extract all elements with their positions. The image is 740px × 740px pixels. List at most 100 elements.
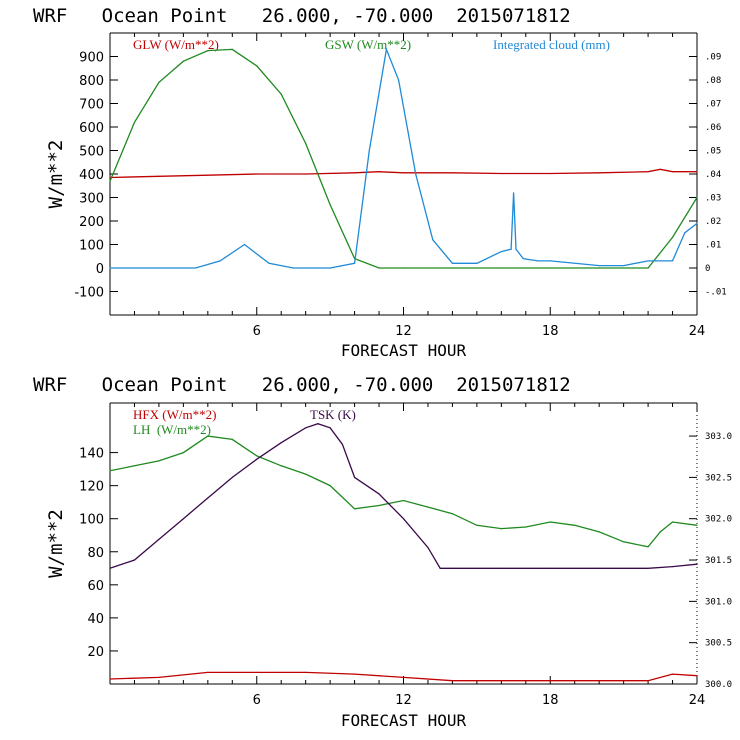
data-point-gsw xyxy=(329,204,331,206)
data-point-integrated xyxy=(195,267,197,269)
y2-tick-label: 301.5 xyxy=(705,556,732,566)
data-point-lh xyxy=(598,531,600,533)
x-axis-label-2: FORECAST HOUR xyxy=(341,711,467,730)
data-point-hfx xyxy=(671,673,674,675)
data-point-gsw xyxy=(182,60,184,62)
series-line-integrated xyxy=(110,47,698,269)
data-point-glw xyxy=(305,173,307,175)
y2-tick-label: 303.0 xyxy=(705,432,732,442)
data-point-tsk xyxy=(158,538,160,541)
y2-tick-label: .03 xyxy=(705,194,721,204)
series-line-lh xyxy=(109,435,698,548)
data-point-lh xyxy=(427,506,429,508)
data-point-hfx xyxy=(451,680,453,682)
data-point-integrated xyxy=(158,267,160,269)
data-point-tsk xyxy=(231,476,233,478)
y-tick-label: 600 xyxy=(79,121,104,136)
y-tick-label: 140 xyxy=(79,447,104,462)
data-point-integrated xyxy=(398,79,400,81)
data-point-hfx xyxy=(158,676,160,679)
data-point-glw xyxy=(402,172,405,174)
data-point-glw xyxy=(598,172,600,174)
legend-entry: TSK (K) xyxy=(310,407,356,422)
y2-tick-label: .07 xyxy=(705,100,721,110)
data-point-integrated xyxy=(684,232,686,234)
y2-tick-label: 300.5 xyxy=(705,639,732,649)
data-point-integrated xyxy=(522,258,524,260)
y-tick-label: 40 xyxy=(87,612,104,627)
data-point-integrated xyxy=(696,222,698,224)
data-point-tsk xyxy=(427,547,429,549)
y-tick-label: 60 xyxy=(87,579,104,594)
data-point-lh xyxy=(659,531,661,533)
data-point-tsk xyxy=(647,567,649,569)
legend-entry: LH (W/m**2) xyxy=(133,422,211,437)
x-tick-label: 24 xyxy=(689,324,706,339)
data-point-gsw xyxy=(207,50,209,52)
legend-entry: GLW (W/m**2) xyxy=(133,37,219,52)
data-point-integrated xyxy=(515,248,517,250)
y-tick-label: 100 xyxy=(79,513,104,528)
data-point-integrated xyxy=(243,243,246,246)
data-point-tsk xyxy=(439,567,441,569)
x-tick-label: 18 xyxy=(542,693,559,708)
y2-tick-label: .04 xyxy=(705,170,721,180)
data-point-glw xyxy=(647,171,649,173)
data-point-glw xyxy=(256,173,258,175)
data-point-lh xyxy=(231,438,233,440)
data-point-lh xyxy=(402,499,405,502)
data-point-tsk xyxy=(109,567,111,569)
y2-tick-label: .05 xyxy=(705,147,721,157)
data-point-integrated xyxy=(109,267,111,269)
data-point-hfx xyxy=(305,671,307,674)
data-point-hfx xyxy=(500,680,502,682)
data-point-hfx xyxy=(696,675,698,677)
data-point-gsw xyxy=(451,267,453,269)
data-point-lh xyxy=(207,435,209,437)
y-tick-label: 500 xyxy=(79,145,104,160)
y2-tick-label: 302.0 xyxy=(705,515,732,525)
data-point-lh xyxy=(696,524,698,526)
data-point-integrated xyxy=(219,260,221,262)
data-point-gsw xyxy=(158,81,160,83)
data-point-lh xyxy=(109,470,111,472)
data-point-gsw xyxy=(231,48,233,51)
data-point-glw xyxy=(109,176,111,179)
y-tick-label: 100 xyxy=(79,239,104,254)
data-point-integrated xyxy=(513,192,515,194)
x-tick-label: 12 xyxy=(395,693,412,708)
data-point-lh xyxy=(305,473,307,475)
data-point-integrated xyxy=(671,260,674,262)
data-point-integrated xyxy=(623,265,625,267)
data-point-tsk xyxy=(402,518,405,520)
data-point-tsk xyxy=(696,563,698,565)
y-tick-label: 800 xyxy=(79,74,104,89)
data-point-glw xyxy=(500,172,502,175)
data-point-lh xyxy=(500,528,502,530)
y-axis-label-1: W/m**2 xyxy=(45,140,67,209)
legend-entry: Integrated cloud (mm) xyxy=(493,37,610,52)
y-tick-label: 300 xyxy=(79,192,104,207)
data-point-lh xyxy=(280,465,282,467)
data-point-gsw xyxy=(647,267,649,269)
y2-tick-label: .01 xyxy=(705,241,721,251)
y2-tick-label: 302.5 xyxy=(705,473,732,483)
data-point-gsw xyxy=(133,121,136,123)
data-point-lh xyxy=(354,508,356,510)
y-tick-label: 80 xyxy=(87,546,104,561)
data-point-tsk xyxy=(500,567,502,569)
data-point-integrated xyxy=(432,239,434,241)
legend-entry: GSW (W/m**2) xyxy=(325,37,411,52)
data-point-tsk xyxy=(354,476,356,478)
y-tick-label: 700 xyxy=(79,98,104,113)
y2-tick-label: .02 xyxy=(705,217,721,227)
data-point-tsk xyxy=(182,518,184,520)
data-point-gsw xyxy=(500,267,502,269)
data-point-hfx xyxy=(109,678,111,680)
y2-tick-label: .09 xyxy=(705,53,721,63)
data-point-tsk xyxy=(133,559,136,561)
data-point-hfx xyxy=(647,680,649,682)
series-line-tsk xyxy=(109,423,698,569)
y-tick-label: 120 xyxy=(79,480,104,495)
series-line-hfx xyxy=(109,671,698,682)
